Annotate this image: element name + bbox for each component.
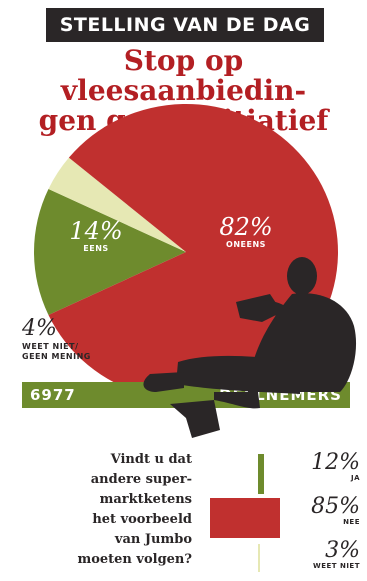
pie-label-eens: 14% EENS — [60, 218, 132, 253]
pie-slice-weet-niet — [48, 157, 186, 252]
answer-weet-niet: 3% WEET NIET — [284, 538, 360, 571]
headline-line-1: Stop op vleesaanbiedin- — [60, 44, 307, 107]
pie-cat-oneens: ONEENS — [226, 240, 266, 249]
banner: STELLING VAN DE DAG — [46, 8, 324, 42]
pie-pct-oneens: 82% — [219, 213, 273, 241]
pie-slice-oneens — [48, 104, 338, 401]
question-line: Vindt u dat — [110, 452, 192, 467]
question-text: Vindt u dat andere super- marktketens he… — [22, 450, 192, 570]
answer-nee: 85% NEE — [284, 494, 360, 527]
answer-label-nee: NEE — [343, 518, 360, 526]
question-line: van Jumbo — [114, 532, 192, 547]
pie-label-oneens: 82% ONEENS — [206, 214, 286, 249]
question-line: marktketens — [99, 492, 192, 507]
answer-label-weet-niet: WEET NIET — [312, 562, 360, 570]
pie-cat-weet-niet-2: GEEN MENING — [22, 352, 91, 361]
participants-count: 6977 — [30, 386, 76, 404]
pie-cat-weet-niet-1: WEET NIET/ — [22, 342, 79, 351]
question-line: andere super- — [90, 472, 192, 487]
pie-slice-eens — [33, 188, 186, 316]
answer-ja: 12% JA — [284, 450, 360, 483]
question-line: het voorbeeld — [92, 512, 192, 527]
pie-cat-eens: EENS — [83, 244, 109, 253]
pie-label-weet-niet: 4% WEET NIET/ GEEN MENING — [22, 316, 91, 362]
answer-pct-weet-niet: 3% — [325, 538, 360, 563]
answer-bar-nee — [210, 498, 280, 538]
pie-pct-weet-niet: 4% — [22, 316, 57, 341]
answer-label-ja: JA — [350, 474, 360, 482]
answer-pct-nee: 85% — [311, 494, 360, 519]
answer-bar-ja — [258, 454, 264, 494]
pie-pct-eens: 14% — [69, 217, 123, 245]
answer-pct-ja: 12% — [311, 450, 360, 475]
question-line: moeten volgen? — [77, 552, 192, 567]
answer-bar-weet-niet — [258, 544, 260, 572]
